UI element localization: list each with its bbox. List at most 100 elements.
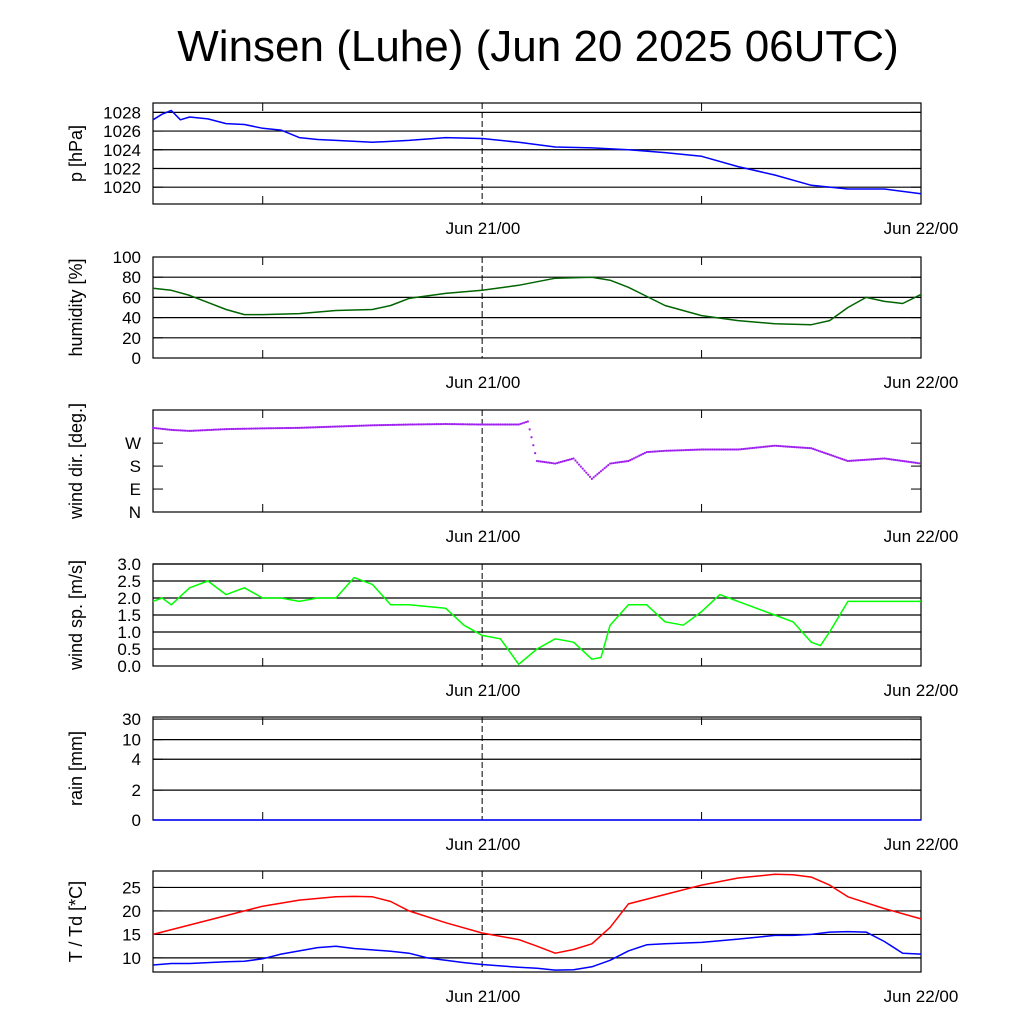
wind_direction-point — [758, 446, 762, 449]
wind_direction-point — [698, 448, 701, 451]
temperature-series-line-1 — [152, 930, 922, 971]
wind_direction-point — [585, 471, 588, 474]
wind_direction-point — [868, 458, 871, 461]
wind_direction-point — [321, 425, 325, 429]
humidity-ytick-label: 100 — [113, 248, 141, 267]
wind_direction-point — [398, 423, 401, 426]
wind_direction-point — [338, 425, 341, 428]
wind_direction-point — [466, 423, 469, 426]
wind_direction-point — [629, 459, 632, 462]
temperature-ylabel: T / Td [*C] — [66, 881, 86, 962]
wind_direction-point — [901, 459, 904, 463]
rain-x-label: Jun 21/00 — [446, 835, 521, 854]
wind_direction-point — [481, 423, 484, 426]
wind_direction-point — [643, 451, 646, 455]
wind_direction-point — [742, 447, 745, 451]
wind_direction-point — [790, 445, 793, 448]
wind_direction-point — [199, 429, 202, 432]
wind_direction-point — [365, 424, 369, 427]
wind_direction-point — [830, 454, 833, 457]
rain-x-label: Jun 22/00 — [884, 835, 959, 854]
wind_direction-point — [812, 447, 815, 450]
wind_direction-point — [406, 423, 409, 426]
wind_direction-point — [318, 426, 321, 429]
wind_direction-point — [307, 426, 310, 429]
humidity-ylabel: humidity [%] — [66, 258, 86, 356]
wind_direction-point — [228, 427, 231, 431]
rain-ytick-label: 30 — [122, 710, 141, 729]
wind_direction-point — [492, 423, 495, 426]
wind_direction-point — [652, 450, 656, 453]
wind_direction-point — [910, 461, 913, 464]
wind_direction-point — [769, 444, 773, 448]
wind_direction-point — [254, 427, 257, 430]
wind_direction-ytick-label: N — [129, 503, 141, 522]
wind_direction-point — [546, 461, 550, 464]
wind_direction-ytick-label: W — [125, 434, 141, 453]
wind_direction-point — [559, 460, 562, 464]
wind_direction-point — [543, 460, 546, 464]
wind_direction-point — [413, 423, 416, 426]
wind_direction-point — [259, 427, 262, 430]
wind_direction-point — [407, 423, 411, 426]
wind_direction-point — [186, 429, 189, 432]
wind_direction-point — [433, 423, 436, 426]
wind_speed-ytick-label: 2.5 — [117, 572, 141, 591]
wind_direction-point — [170, 428, 173, 431]
wind_direction-point — [612, 461, 615, 465]
wind_direction-point — [241, 427, 244, 430]
wind_direction-point — [545, 461, 548, 464]
wind_direction-point — [678, 449, 681, 452]
wind_direction-point — [854, 459, 857, 462]
wind_direction-point — [190, 429, 193, 432]
wind_speed-ytick-label: 3.0 — [117, 555, 141, 574]
wind_direction-point — [477, 423, 480, 426]
wind_direction-point — [279, 427, 283, 430]
wind_direction-point — [519, 422, 522, 426]
wind_direction-point — [230, 427, 233, 431]
wind_direction-point — [203, 429, 206, 432]
wind_direction-point — [362, 424, 365, 427]
wind_direction-point — [640, 453, 643, 456]
wind_direction-point — [217, 428, 220, 431]
wind_direction-point — [603, 467, 606, 470]
wind_direction-point — [570, 457, 573, 461]
wind_direction-point — [225, 428, 228, 431]
wind_direction-point — [793, 446, 796, 449]
wind_direction-point — [802, 446, 806, 449]
wind_direction-point — [850, 459, 853, 462]
wind_direction-point — [874, 457, 877, 461]
pressure-ytick-label: 1020 — [103, 178, 141, 197]
wind_direction-point — [349, 424, 352, 428]
wind_direction-point — [863, 458, 866, 461]
wind_direction-point — [535, 459, 539, 463]
wind_direction-point — [442, 422, 445, 426]
wind_direction-point — [841, 457, 844, 461]
wind_direction-point — [907, 460, 910, 463]
wind_direction-point — [532, 444, 535, 447]
wind_direction-point — [162, 427, 166, 431]
wind_direction-point — [696, 448, 700, 451]
pressure-series-line-0 — [152, 109, 922, 195]
wind_direction-point — [347, 425, 350, 428]
wind_direction-point — [438, 423, 442, 426]
wind_direction-point — [192, 429, 195, 432]
wind_direction-point — [157, 427, 160, 430]
wind_direction-point — [753, 446, 756, 449]
wind_speed-ytick-label: 0.0 — [117, 657, 141, 676]
wind_direction-point — [552, 462, 555, 465]
wind_direction-point — [431, 423, 434, 426]
wind_speed-x-label: Jun 22/00 — [884, 681, 959, 700]
wind_direction-point — [340, 425, 343, 428]
wind_direction-point — [329, 425, 332, 428]
rain-ytick-label: 4 — [132, 750, 141, 769]
wind_direction-point — [649, 450, 652, 453]
wind_direction-point — [510, 423, 513, 426]
wind_direction-point — [327, 425, 330, 428]
wind_direction-point — [797, 446, 800, 449]
wind_direction-point — [387, 423, 390, 427]
wind_speed-x-label: Jun 21/00 — [446, 681, 521, 700]
chart-title: Winsen (Luhe) (Jun 20 2025 06UTC) — [177, 22, 899, 71]
wind_direction-point — [418, 423, 422, 426]
wind_direction-point — [757, 446, 760, 449]
